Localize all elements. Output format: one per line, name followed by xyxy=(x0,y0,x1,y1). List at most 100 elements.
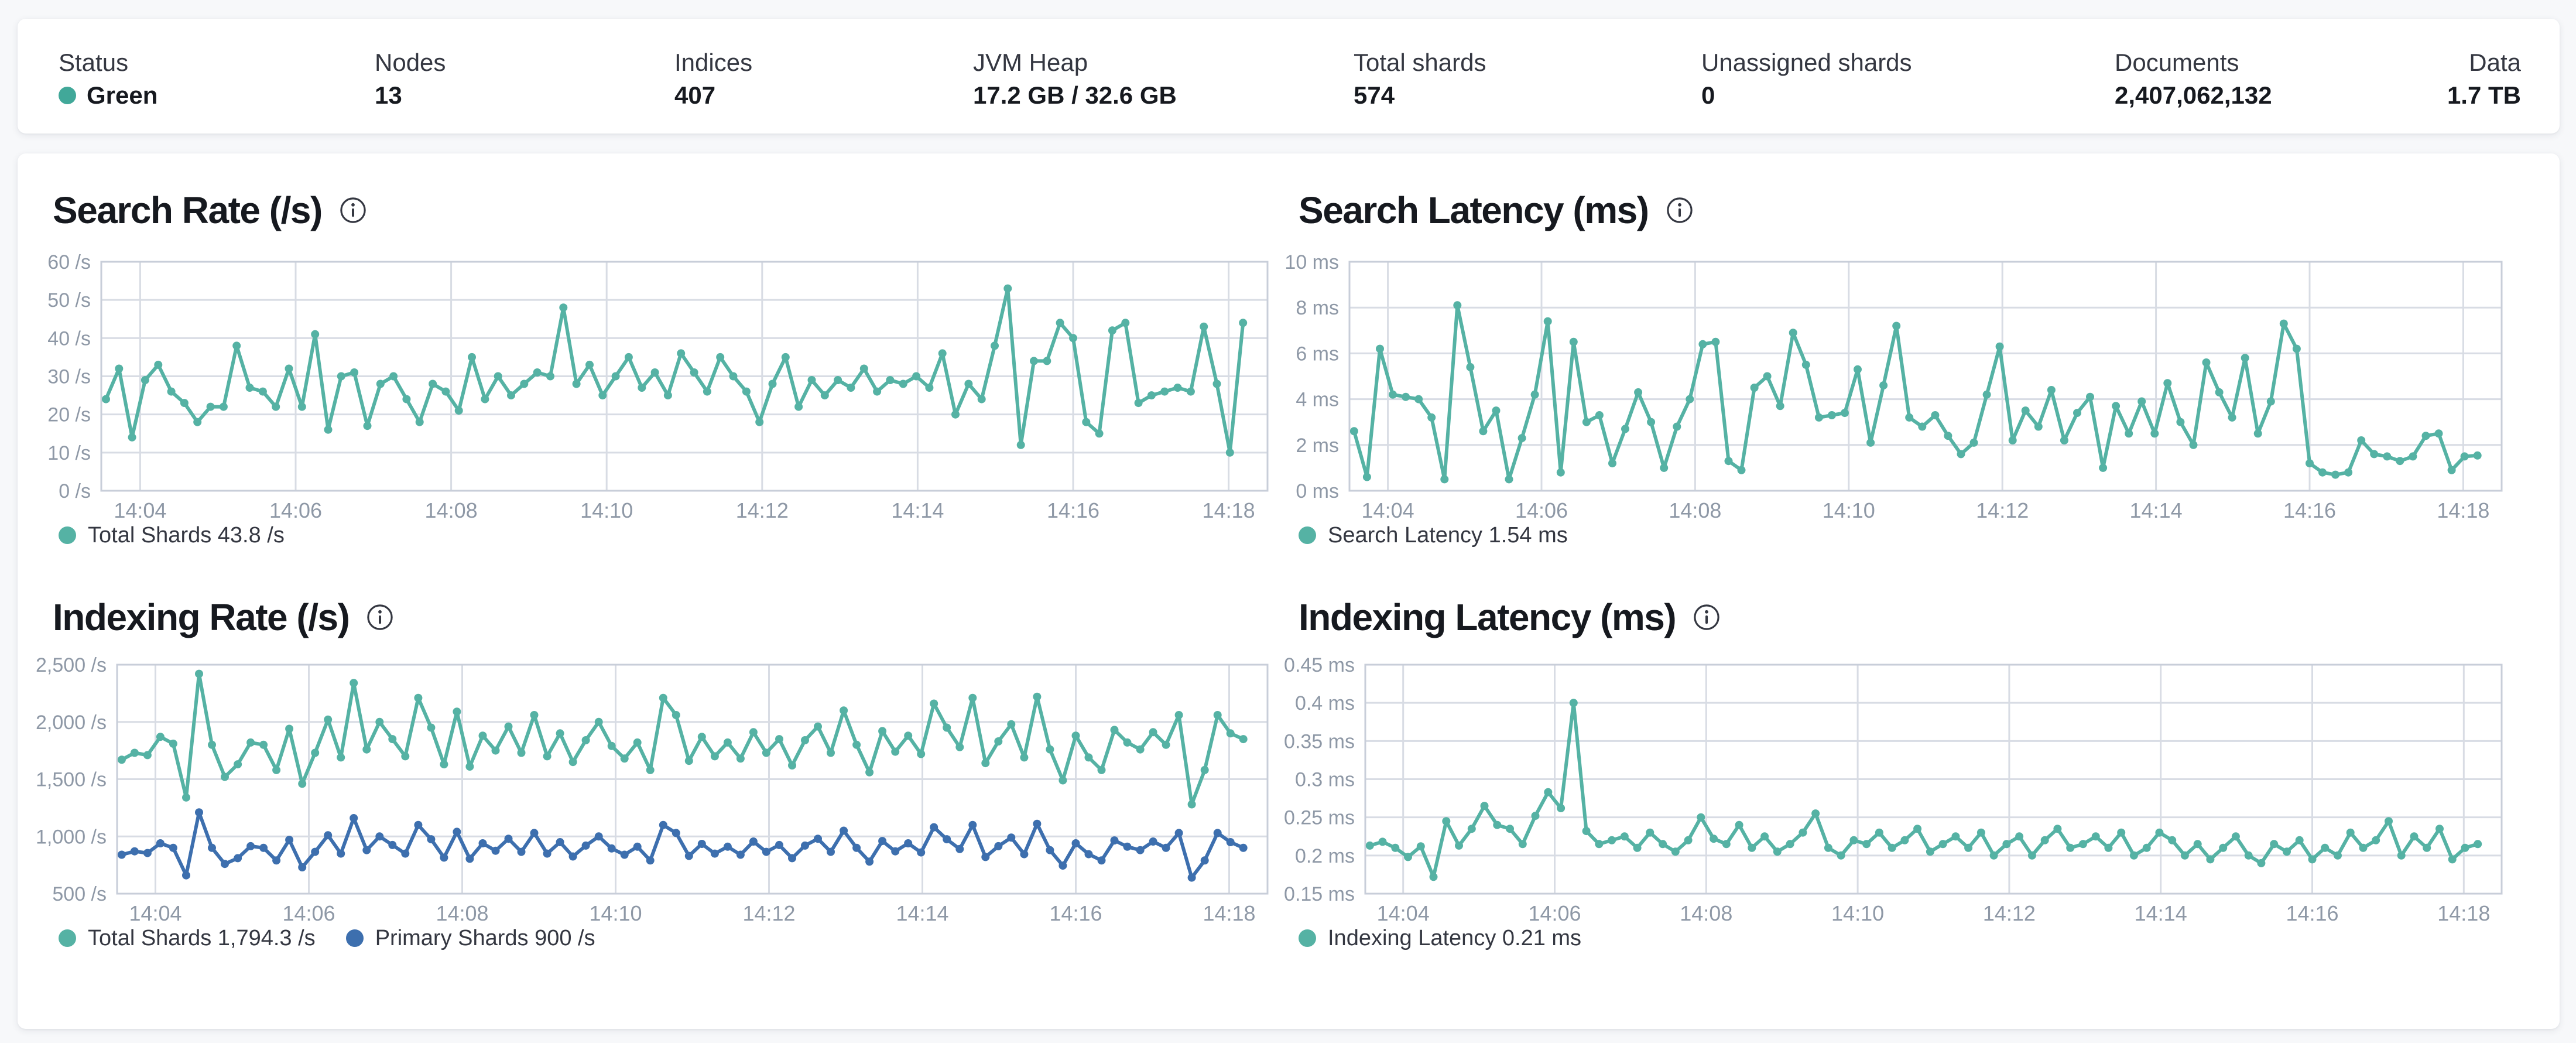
metrics-charts-panel: Search Rate (/s) 0 /s 10 /s 20 /s 30 /s 40 /… xyxy=(18,153,2560,1029)
svg-text:14:12: 14:12 xyxy=(736,498,789,521)
stat-label: JVM Heap xyxy=(973,49,1088,76)
svg-text:0.4 ms: 0.4 ms xyxy=(1295,692,1355,714)
svg-text:14:08: 14:08 xyxy=(425,498,478,521)
search-latency-legend: Search Latency 1.54 ms xyxy=(1299,522,1568,548)
search-latency-title: Search Latency (ms) xyxy=(1299,190,1693,231)
legend-label: Total Shards 1,794.3 /s xyxy=(88,926,316,950)
svg-text:8 ms: 8 ms xyxy=(1296,297,1339,319)
svg-text:14:14: 14:14 xyxy=(891,498,944,521)
svg-text:0.45 ms: 0.45 ms xyxy=(1284,654,1355,676)
legend-label: Search Latency 1.54 ms xyxy=(1328,523,1568,548)
indexing-latency-chart[interactable]: 0.15 ms 0.2 ms 0.25 ms 0.3 ms 0.35 ms 0.4 ms 0… xyxy=(1259,649,2512,924)
svg-text:0.15 ms: 0.15 ms xyxy=(1284,883,1355,905)
svg-text:6 ms: 6 ms xyxy=(1296,343,1339,365)
svg-text:14:10: 14:10 xyxy=(580,498,633,521)
legend-item: Indexing Latency 0.21 ms xyxy=(1299,925,1581,951)
stat-label: Nodes xyxy=(375,49,446,76)
svg-text:20 /s: 20 /s xyxy=(47,404,91,426)
svg-text:30 /s: 30 /s xyxy=(47,366,91,388)
svg-text:14:18: 14:18 xyxy=(1203,901,1255,924)
svg-text:14:16: 14:16 xyxy=(1047,498,1099,521)
legend-item: Total Shards 1,794.3 /s xyxy=(59,925,316,951)
svg-text:0.2 ms: 0.2 ms xyxy=(1295,845,1355,867)
indexing-latency-title: Indexing Latency (ms) xyxy=(1299,597,1720,638)
stat-value: 0 xyxy=(1701,81,1715,109)
svg-text:14:08: 14:08 xyxy=(436,901,488,924)
info-icon[interactable] xyxy=(340,197,366,224)
indexing-latency-legend: Indexing Latency 0.21 ms xyxy=(1299,925,1581,951)
svg-text:14:06: 14:06 xyxy=(1515,498,1568,521)
stat-label: Documents xyxy=(2115,49,2239,76)
indexing-rate-title: Indexing Rate (/s) xyxy=(53,597,393,638)
svg-text:60 /s: 60 /s xyxy=(47,251,91,273)
svg-text:50 /s: 50 /s xyxy=(47,289,91,312)
legend-label: Primary Shards 900 /s xyxy=(375,926,595,950)
svg-text:14:04: 14:04 xyxy=(1377,901,1430,924)
search-rate-chart[interactable]: 0 /s 10 /s 20 /s 30 /s 40 /s 50 /s 60 /s 14:04 1… xyxy=(18,246,1270,521)
svg-text:2 ms: 2 ms xyxy=(1296,435,1339,457)
cluster-status-bar: Status Green Nodes 13 Indices 407 JVM He… xyxy=(18,19,2560,134)
svg-text:10 /s: 10 /s xyxy=(47,442,91,464)
search-rate-legend: Total Shards 43.8 /s xyxy=(59,522,285,548)
stat-value: Green xyxy=(59,82,157,109)
stat-label: Total shards xyxy=(1354,49,1486,76)
series-color-dot xyxy=(59,526,76,544)
stat-label: Indices xyxy=(674,49,753,76)
series-color-dot xyxy=(345,929,364,947)
svg-text:14:16: 14:16 xyxy=(2286,901,2338,924)
svg-text:14:10: 14:10 xyxy=(1831,901,1884,924)
stat-value: 1.7 TB xyxy=(2447,81,2521,109)
info-icon[interactable] xyxy=(1666,197,1693,224)
svg-text:14:06: 14:06 xyxy=(282,901,335,924)
svg-text:4 ms: 4 ms xyxy=(1296,389,1339,411)
legend-item: Search Latency 1.54 ms xyxy=(1299,522,1568,548)
stat-label: Unassigned shards xyxy=(1701,49,1912,76)
svg-text:14:12: 14:12 xyxy=(1983,901,2036,924)
svg-text:1,000 /s: 1,000 /s xyxy=(36,826,107,848)
stat-label: Data xyxy=(2469,49,2521,76)
svg-text:14:18: 14:18 xyxy=(1203,498,1255,521)
svg-text:2,500 /s: 2,500 /s xyxy=(36,654,107,676)
legend-label: Indexing Latency 0.21 ms xyxy=(1328,926,1582,950)
indexing-rate-chart[interactable]: 500 /s 1,000 /s 1,500 /s 2,000 /s 2,500 /s 14… xyxy=(18,649,1270,924)
svg-text:500 /s: 500 /s xyxy=(52,883,107,905)
svg-text:0.35 ms: 0.35 ms xyxy=(1284,730,1355,753)
svg-text:14:08: 14:08 xyxy=(1680,901,1732,924)
stat-value: 13 xyxy=(375,81,402,109)
svg-text:14:06: 14:06 xyxy=(269,498,322,521)
chart-title-text: Indexing Rate (/s) xyxy=(53,596,350,638)
chart-title-text: Search Rate (/s) xyxy=(53,189,323,231)
status-green-dot-icon xyxy=(59,87,76,104)
svg-text:14:18: 14:18 xyxy=(2437,901,2490,924)
svg-text:0 ms: 0 ms xyxy=(1296,480,1339,502)
chart-title-text: Indexing Latency (ms) xyxy=(1299,596,1677,638)
svg-text:1,500 /s: 1,500 /s xyxy=(36,769,107,791)
stat-value: 574 xyxy=(1354,81,1395,109)
svg-text:14:16: 14:16 xyxy=(2283,498,2336,521)
svg-text:14:04: 14:04 xyxy=(129,901,181,924)
svg-text:14:12: 14:12 xyxy=(742,901,795,924)
info-icon[interactable] xyxy=(366,604,393,631)
legend-label: Total Shards 43.8 /s xyxy=(88,523,285,548)
stat-value: 407 xyxy=(674,81,716,109)
series-color-dot xyxy=(1299,929,1316,947)
svg-text:14:06: 14:06 xyxy=(1528,901,1581,924)
search-latency-chart[interactable]: 0 ms 2 ms 4 ms 6 ms 8 ms 10 ms 14:04 14:06 14:08… xyxy=(1259,246,2512,521)
indexing-rate-legend: Total Shards 1,794.3 /s Primary Shards 9… xyxy=(59,925,595,951)
svg-text:0 /s: 0 /s xyxy=(59,480,91,502)
svg-text:40 /s: 40 /s xyxy=(47,327,91,350)
svg-text:2,000 /s: 2,000 /s xyxy=(36,712,107,734)
stat-data-size: Data 1.7 TB xyxy=(2287,19,2521,134)
chart-title-text: Search Latency (ms) xyxy=(1299,189,1649,231)
svg-text:14:14: 14:14 xyxy=(2135,901,2187,924)
svg-text:14:18: 14:18 xyxy=(2437,498,2489,521)
info-icon[interactable] xyxy=(1693,604,1720,631)
svg-text:14:10: 14:10 xyxy=(589,901,642,924)
svg-text:14:12: 14:12 xyxy=(1976,498,2029,521)
search-rate-title: Search Rate (/s) xyxy=(53,190,366,231)
series-color-dot xyxy=(1299,526,1316,544)
svg-text:14:04: 14:04 xyxy=(114,498,166,521)
svg-text:14:10: 14:10 xyxy=(1823,498,1875,521)
stat-label: Status xyxy=(59,49,129,76)
